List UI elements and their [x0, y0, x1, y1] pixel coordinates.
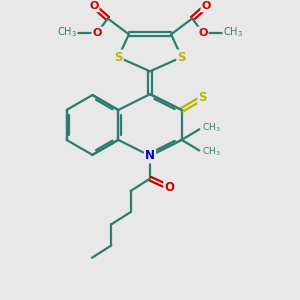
Text: O: O [92, 28, 102, 38]
Text: O: O [202, 1, 211, 11]
Text: CH$_3$: CH$_3$ [223, 26, 243, 40]
Text: S: S [114, 51, 123, 64]
Text: CH$_3$: CH$_3$ [202, 146, 220, 158]
Text: O: O [198, 28, 208, 38]
Text: CH$_3$: CH$_3$ [202, 121, 220, 134]
Text: S: S [177, 51, 186, 64]
Text: S: S [199, 91, 207, 104]
Text: N: N [145, 149, 155, 162]
Text: CH$_3$: CH$_3$ [57, 26, 77, 40]
Text: O: O [164, 181, 174, 194]
Text: O: O [89, 1, 98, 11]
